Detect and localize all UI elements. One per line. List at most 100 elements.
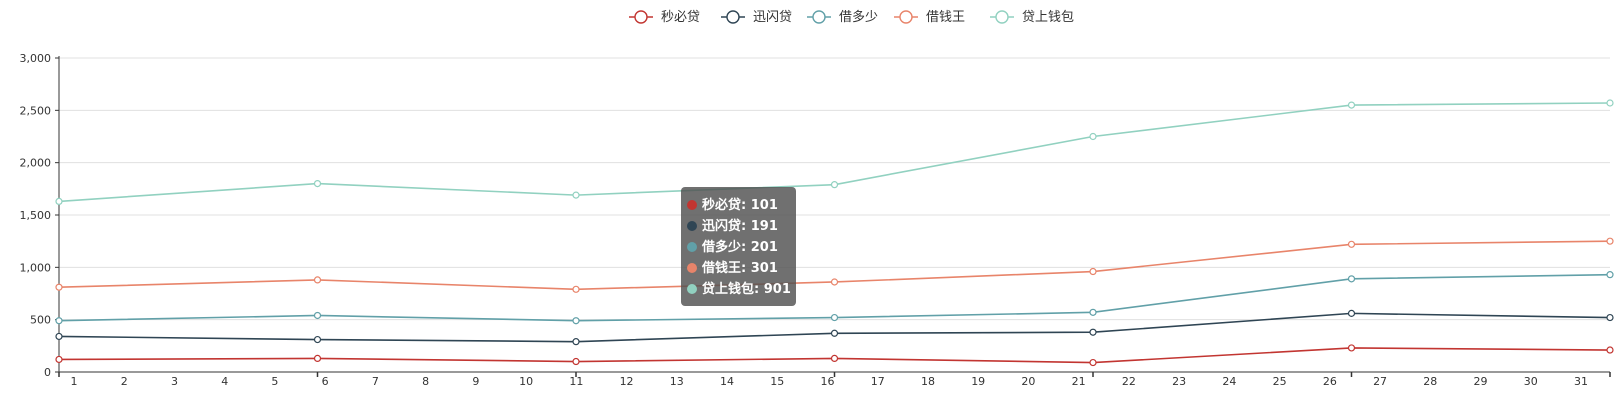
data-point[interactable] (830, 278, 839, 286)
legend[interactable]: 秒必贷 迅闪贷 借多少 借钱王 贷上钱包 (629, 9, 1074, 25)
x-tick-label: 29 (1474, 375, 1488, 388)
x-tick-label: 19 (971, 375, 985, 388)
data-point[interactable] (313, 335, 322, 344)
data-point[interactable] (1347, 101, 1356, 109)
x-tick-label: 23 (1172, 375, 1186, 388)
y-tick-label: 2,500 (20, 104, 52, 117)
tooltip-dot-icon (687, 200, 697, 210)
x-tick-label: 27 (1373, 375, 1387, 388)
legend-marker-icon (812, 10, 826, 24)
data-point[interactable] (1606, 346, 1614, 354)
legend-item[interactable]: 借钱王 (894, 10, 965, 25)
data-point[interactable] (1089, 308, 1097, 316)
x-tick-label: 26 (1323, 375, 1337, 388)
legend-marker-icon (726, 10, 740, 24)
legend-label: 秒必贷 (661, 10, 700, 25)
x-tick-label: 28 (1423, 375, 1437, 388)
x-tick-label: 30 (1524, 375, 1538, 388)
x-tick-label: 2 (121, 375, 128, 388)
data-point[interactable] (1089, 132, 1097, 141)
series-lines (55, 99, 1614, 367)
data-point[interactable] (55, 332, 63, 341)
x-tick-label: 9 (472, 375, 479, 388)
y-tick-label: 0 (44, 366, 51, 379)
x-tick-label: 15 (770, 375, 784, 388)
y-tick-label: 2,000 (20, 157, 52, 170)
x-tick-label: 4 (221, 375, 228, 388)
data-point[interactable] (830, 329, 839, 337)
x-tick-label: 3 (171, 375, 178, 388)
data-point[interactable] (55, 355, 63, 364)
x-tick-label: 20 (1021, 375, 1035, 388)
tooltip: 秒必贷: 101 迅闪贷: 191 借多少: 201 借钱王: 301 贷上钱包: 90… (681, 187, 796, 306)
data-point[interactable] (572, 191, 580, 199)
x-tick-label: 24 (1222, 375, 1236, 388)
legend-item[interactable]: 借多少 (807, 9, 878, 25)
x-tick-label: 11 (569, 375, 583, 388)
tooltip-label: 借钱王: 301 (702, 261, 778, 276)
tooltip-label: 贷上钱包: 901 (702, 282, 791, 297)
legend-item[interactable]: 迅闪贷 (721, 10, 792, 25)
data-point[interactable] (313, 276, 322, 284)
legend-item[interactable]: 秒必贷 (629, 10, 700, 25)
x-tick-label: 5 (271, 375, 278, 388)
legend-marker-icon (634, 10, 648, 24)
data-point[interactable] (1347, 309, 1356, 317)
x-tick-label: 18 (921, 375, 935, 388)
y-tick-label: 1,000 (20, 261, 52, 274)
x-tick-label: 8 (422, 375, 429, 388)
data-point[interactable] (830, 313, 839, 322)
data-point[interactable] (1347, 275, 1356, 283)
data-point[interactable] (1089, 267, 1097, 276)
data-point[interactable] (1089, 358, 1097, 367)
data-point[interactable] (830, 181, 839, 189)
data-point[interactable] (572, 285, 580, 293)
x-tick-label: 6 (322, 375, 329, 388)
data-point[interactable] (1606, 237, 1614, 245)
x-tick-label: 1 (71, 375, 78, 388)
tooltip-dot-icon (687, 242, 697, 252)
data-point[interactable] (572, 357, 580, 366)
data-point[interactable] (313, 180, 322, 188)
tooltip-dot-icon (687, 221, 697, 231)
tooltip-label: 借多少: 201 (702, 240, 778, 255)
x-tick-label: 12 (620, 375, 634, 388)
data-point[interactable] (830, 354, 839, 362)
data-point[interactable] (313, 311, 322, 320)
x-tick-label: 10 (519, 375, 533, 388)
data-point[interactable] (1347, 240, 1356, 248)
data-point[interactable] (572, 338, 580, 346)
tooltip-label: 迅闪贷: 191 (702, 219, 778, 234)
y-tick-label: 1,500 (20, 209, 52, 222)
data-point[interactable] (313, 354, 322, 362)
tooltip-row: 秒必贷: 101 (687, 195, 790, 216)
x-tick-label: 14 (720, 375, 734, 388)
data-point[interactable] (1606, 271, 1614, 279)
data-point[interactable] (55, 317, 63, 325)
y-tick-label: 3,000 (20, 52, 52, 65)
legend-label: 迅闪贷 (753, 10, 792, 25)
x-tick-label: 31 (1574, 375, 1588, 388)
data-point[interactable] (55, 283, 63, 291)
y-tick-label: 500 (30, 314, 51, 327)
x-tick-label: 17 (871, 375, 885, 388)
legend-label: 借钱王 (926, 10, 965, 25)
tooltip-row: 迅闪贷: 191 (687, 216, 790, 237)
data-point[interactable] (1347, 344, 1356, 352)
tooltip-label: 秒必贷: 101 (702, 198, 778, 213)
data-point[interactable] (1606, 99, 1614, 107)
legend-label: 借多少 (839, 9, 878, 25)
tooltip-row: 借钱王: 301 (687, 258, 790, 279)
data-point[interactable] (572, 317, 580, 325)
x-tick-label: 22 (1122, 375, 1136, 388)
data-point[interactable] (1089, 328, 1097, 336)
legend-label: 贷上钱包 (1022, 10, 1074, 25)
data-point[interactable] (55, 197, 63, 205)
legend-item[interactable]: 贷上钱包 (990, 10, 1074, 25)
legend-marker-icon (899, 10, 913, 24)
data-point[interactable] (1606, 313, 1614, 322)
x-tick-label: 25 (1273, 375, 1287, 388)
tooltip-dot-icon (687, 263, 697, 273)
